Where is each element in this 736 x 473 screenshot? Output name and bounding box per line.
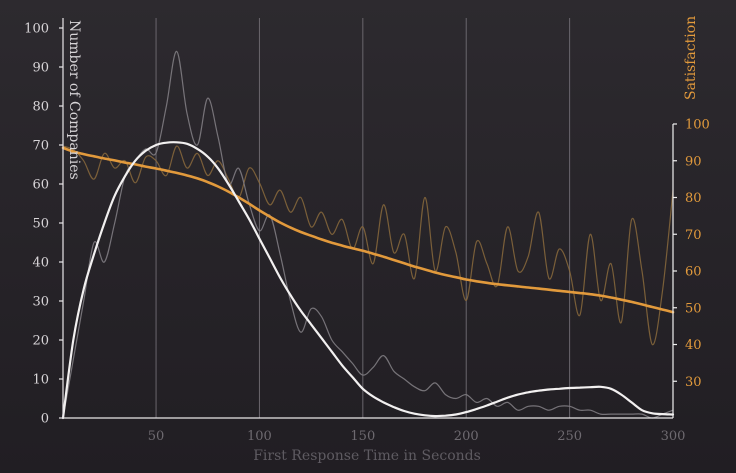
y-tick-label-right-60: 60 xyxy=(685,265,702,280)
y-tick-label-left-50: 50 xyxy=(32,217,49,232)
y-tick-label-left-20: 20 xyxy=(32,334,49,349)
y-tick-label-left-70: 70 xyxy=(32,139,49,154)
x-axis-label: First Response Time in Seconds xyxy=(253,448,481,464)
y-tick-label-right-100: 100 xyxy=(685,118,710,133)
y-tick-label-left-30: 30 xyxy=(32,295,49,310)
y-tick-label-left-100: 100 xyxy=(24,22,49,37)
y-tick-label-right-40: 40 xyxy=(685,338,702,353)
y-axis-label-right: Satisfaction xyxy=(683,16,699,100)
y-tick-label-right-50: 50 xyxy=(685,301,702,316)
companies-raw-line xyxy=(62,50,674,419)
x-tick-label-200: 200 xyxy=(454,429,479,444)
vertical-gridlines xyxy=(155,18,571,418)
y-tick-label-left-60: 60 xyxy=(32,178,49,193)
y-tick-label-left-10: 10 xyxy=(32,373,49,388)
tick-labels: 0 10 20 30 40 50 60 70 80 90 100 30 40 50 60 70 80 90 100 5… xyxy=(24,22,710,445)
axes xyxy=(59,18,677,419)
x-tick-label-100: 100 xyxy=(247,429,272,444)
y-axis-label-left: Number of Companies xyxy=(66,20,82,180)
series-layer xyxy=(61,50,675,420)
y-tick-label-right-90: 90 xyxy=(685,154,702,169)
satisfaction-smooth-line xyxy=(61,146,675,314)
x-tick-label-250: 250 xyxy=(557,429,582,444)
x-tick-label-300: 300 xyxy=(661,429,686,444)
y-tick-label-right-30: 30 xyxy=(685,375,702,390)
y-tick-label-left-40: 40 xyxy=(32,256,49,271)
satisfaction-raw-line xyxy=(62,145,674,346)
y-tick-label-left-0: 0 xyxy=(41,412,49,427)
x-tick-label-150: 150 xyxy=(350,429,375,444)
y-tick-label-right-80: 80 xyxy=(685,191,702,206)
y-tick-label-right-70: 70 xyxy=(685,228,702,243)
x-tick-label-50: 50 xyxy=(148,429,165,444)
y-tick-label-left-90: 90 xyxy=(32,61,49,76)
y-tick-label-left-80: 80 xyxy=(32,100,49,115)
companies-smooth-line xyxy=(61,141,675,420)
